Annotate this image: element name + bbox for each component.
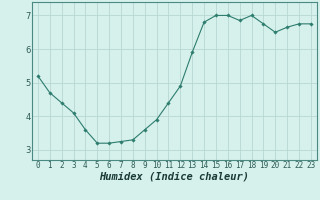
X-axis label: Humidex (Indice chaleur): Humidex (Indice chaleur)	[100, 171, 249, 181]
